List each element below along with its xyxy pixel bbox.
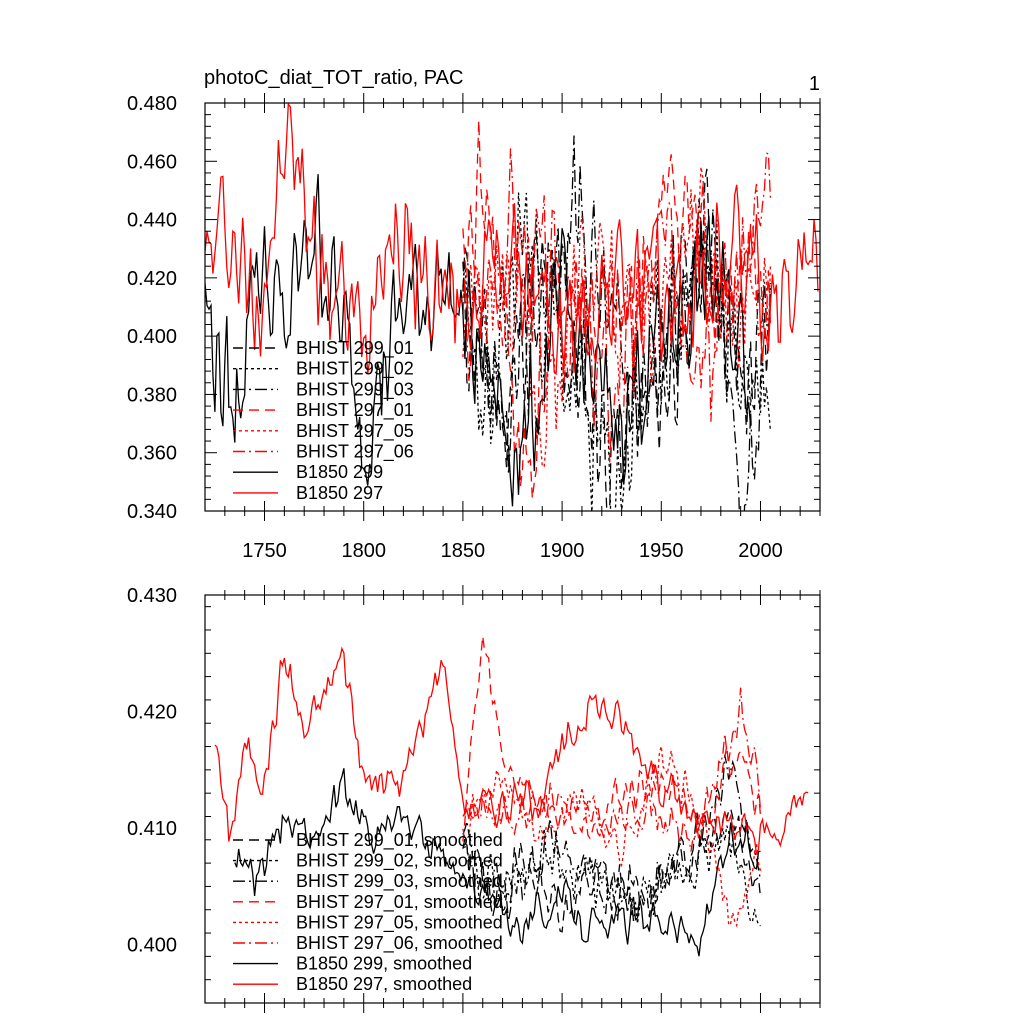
series-line-bottom-4 — [462, 746, 762, 928]
legend-label: B1850 297 — [296, 483, 383, 503]
x-tick-label: 1800 — [341, 540, 386, 562]
x-tick-label: 1900 — [540, 540, 585, 562]
series-line-top-7 — [205, 103, 819, 376]
legend-label: BHIST 299_03, smoothed — [296, 871, 503, 892]
legend-label: BHIST 297_06 — [296, 442, 414, 463]
series-line-bottom-5 — [462, 687, 762, 852]
top-axis-ticks: 1750 1800 1850 1900 1950 2000 0.340 0.360 0.380 0… — [127, 93, 821, 562]
chart-title: photoC_diat_TOT_ratio, PAC — [204, 67, 463, 89]
legend-label: BHIST 299_03 — [296, 379, 414, 400]
legend-label: BHIST 297_05, smoothed — [296, 912, 503, 933]
series-line-top-5 — [462, 148, 772, 463]
legend-label: B1850 299, smoothed — [296, 954, 472, 974]
legend-label: BHIST 299_01, smoothed — [296, 830, 503, 851]
bottom-axis-ticks: 0.400 0.410 0.420 0.430 — [127, 585, 821, 1013]
series-line-top-4 — [462, 166, 772, 468]
legend-label: BHIST 297_05 — [296, 421, 414, 442]
series-line-bottom-7 — [214, 646, 809, 855]
x-tick-label: 1950 — [639, 540, 684, 562]
y-tick-label: 0.440 — [127, 210, 177, 232]
y-tick-label: 0.420 — [127, 268, 177, 290]
y-tick-label: 0.410 — [127, 818, 177, 840]
legend-label: BHIST 299_02, smoothed — [296, 851, 503, 872]
y-tick-label: 0.400 — [127, 326, 177, 348]
legend-label: BHIST 297_06, smoothed — [296, 933, 503, 954]
series-line-bottom-2 — [462, 754, 762, 922]
y-tick-label: 0.420 — [127, 702, 177, 724]
legend-label: B1850 297, smoothed — [296, 974, 472, 994]
legend-label: BHIST 297_01, smoothed — [296, 892, 503, 913]
y-tick-label: 0.460 — [127, 151, 177, 173]
y-tick-label: 0.340 — [127, 501, 177, 523]
y-tick-label: 0.480 — [127, 93, 177, 115]
chart-panel-number: 1 — [809, 73, 820, 95]
top-plot-frame — [204, 102, 821, 512]
y-tick-label: 0.430 — [127, 585, 177, 607]
legend-label: B1850 299 — [296, 462, 383, 482]
legend-label: BHIST 299_01 — [296, 338, 414, 359]
top-panel: 1750 1800 1850 1900 1950 2000 0.340 0.360 0.380 0… — [127, 93, 821, 562]
bottom-plot-frame — [204, 594, 821, 1004]
bottom-panel: 0.400 0.410 0.420 0.430 BHIST 299_01, smoot… — [127, 585, 821, 1013]
y-tick-label: 0.360 — [127, 443, 177, 465]
legend-label: BHIST 297_01 — [296, 400, 414, 421]
series-line-top-0 — [462, 168, 772, 511]
series-line-bottom-3 — [462, 636, 762, 843]
series-line-bottom-6 — [234, 768, 761, 957]
x-tick-label: 1750 — [242, 540, 287, 562]
x-tick-label: 1850 — [441, 540, 486, 562]
legend-label: BHIST 299_02 — [296, 359, 414, 380]
series-line-top-3 — [462, 120, 772, 499]
x-tick-label: 2000 — [738, 540, 783, 562]
y-tick-label: 0.380 — [127, 384, 177, 406]
y-tick-label: 0.400 — [127, 935, 177, 957]
